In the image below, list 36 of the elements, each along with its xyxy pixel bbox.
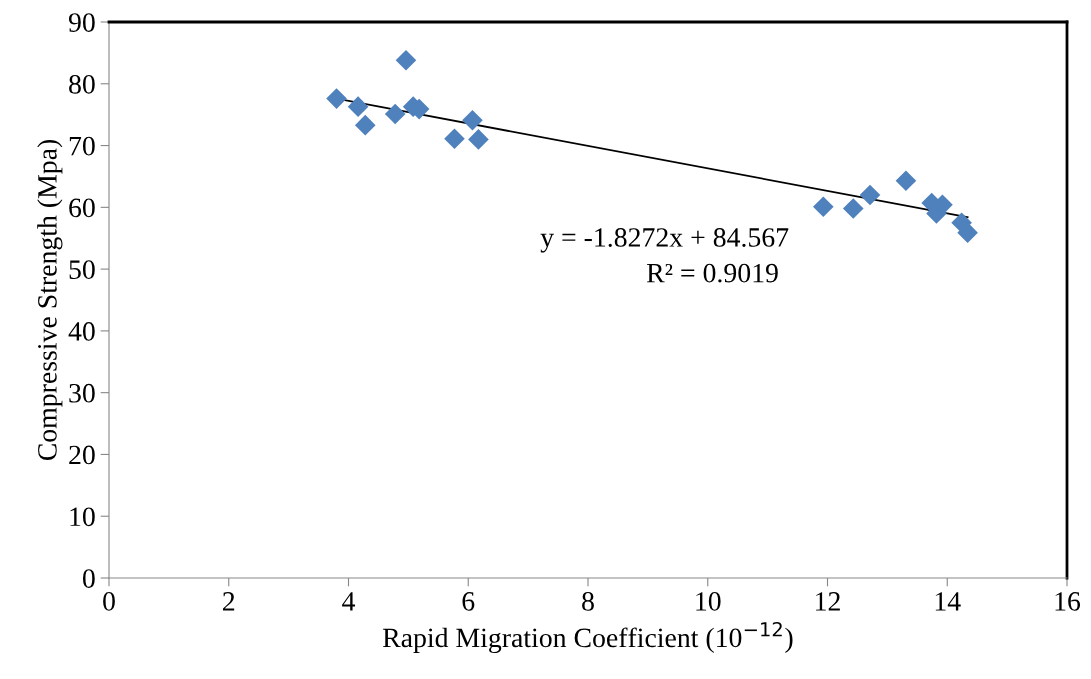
point xyxy=(859,184,881,206)
x-tick-label: 0 xyxy=(103,592,115,611)
x-tick-label: 6 xyxy=(462,592,475,611)
y-tick-label: 50 xyxy=(69,260,95,280)
annotation: R² = 0.9019 xyxy=(646,263,778,283)
point xyxy=(468,129,489,150)
y-tick-label: 40 xyxy=(68,322,95,341)
point xyxy=(462,109,483,131)
point xyxy=(444,128,465,150)
x-tick-label: 10 xyxy=(696,592,721,611)
point xyxy=(895,170,917,192)
point xyxy=(395,50,417,71)
y-axis-title: Compressive Strength (Mpa) xyxy=(37,139,63,461)
x-tick-label: 4 xyxy=(342,592,356,611)
point xyxy=(957,222,978,243)
x-axis-title: Rapid Migration Coefficient (10$^{−12}$) xyxy=(382,621,793,653)
y-tick-label: 80 xyxy=(69,74,95,94)
y-tick-label: 10 xyxy=(70,507,95,527)
y-tick-label: 0 xyxy=(82,569,95,588)
x-tick-label: 16 xyxy=(1055,592,1081,611)
x-tick-label: 14 xyxy=(935,592,961,611)
point xyxy=(354,114,376,136)
point xyxy=(326,88,347,109)
y-tick-label: 20 xyxy=(69,445,95,465)
x-tick-label: 12 xyxy=(816,592,840,611)
point xyxy=(347,96,369,117)
point xyxy=(384,103,406,125)
y-tick-label: 60 xyxy=(69,198,95,218)
point xyxy=(813,196,834,218)
y-tick-label: 70 xyxy=(69,136,95,156)
x-tick-label: 2 xyxy=(223,592,235,611)
annotation: y = -1.8272x + 84.567 xyxy=(540,228,789,253)
x-tick-label: 8 xyxy=(582,592,594,611)
y-tick-label: 90 xyxy=(68,13,95,32)
y-tick-label: 30 xyxy=(69,383,95,403)
point xyxy=(842,198,864,219)
